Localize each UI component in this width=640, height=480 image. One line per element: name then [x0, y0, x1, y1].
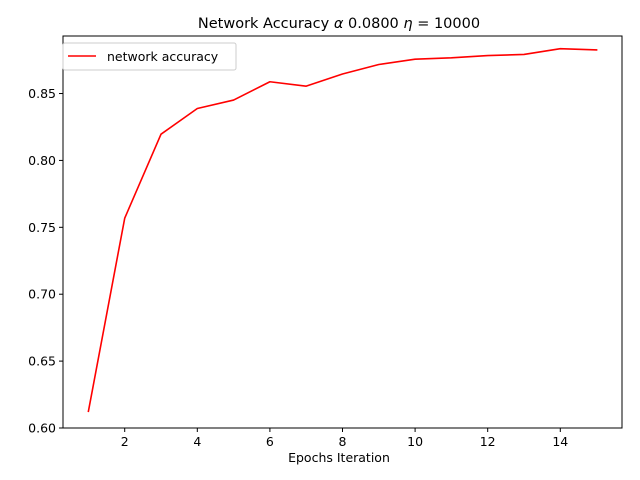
y-tick-label: 0.65: [28, 354, 56, 369]
title-eta-value: = 10000: [413, 16, 481, 32]
y-tick-label: 0.75: [28, 220, 56, 235]
series-line-network-accuracy: [87, 47, 598, 413]
x-tick-label: 2: [121, 434, 129, 449]
legend-label: network accuracy: [107, 49, 219, 64]
x-tick-label: 8: [339, 434, 347, 449]
chart-title: Network Accuracy α 0.0800 η = 10000: [198, 16, 480, 32]
x-tick-label: 6: [266, 434, 274, 449]
title-text-part: Network Accuracy: [198, 16, 334, 32]
title-eta-symbol: η: [403, 16, 412, 32]
x-tick-label: 14: [552, 434, 568, 449]
x-tick-label: 10: [407, 434, 423, 449]
x-tick-label: 4: [193, 434, 201, 449]
y-tick-label: 0.70: [28, 287, 56, 302]
data-layer: [87, 47, 598, 413]
x-axis-label: Epochs Iteration: [288, 450, 390, 465]
y-tick-label: 0.60: [28, 421, 56, 436]
title-alpha-symbol: α: [334, 16, 344, 32]
legend: network accuracy: [62, 42, 237, 71]
axes-layer: 2 4 6 8 10 12 14 0.60 0.65 0.70 0.75 0.80 0.85: [28, 35, 623, 449]
y-tick-label: 0.85: [28, 86, 56, 101]
legend-box: [62, 42, 237, 71]
y-tick-label: 0.80: [28, 153, 56, 168]
title-alpha-value: 0.0800: [343, 16, 403, 32]
x-tick-label: 12: [480, 434, 496, 449]
